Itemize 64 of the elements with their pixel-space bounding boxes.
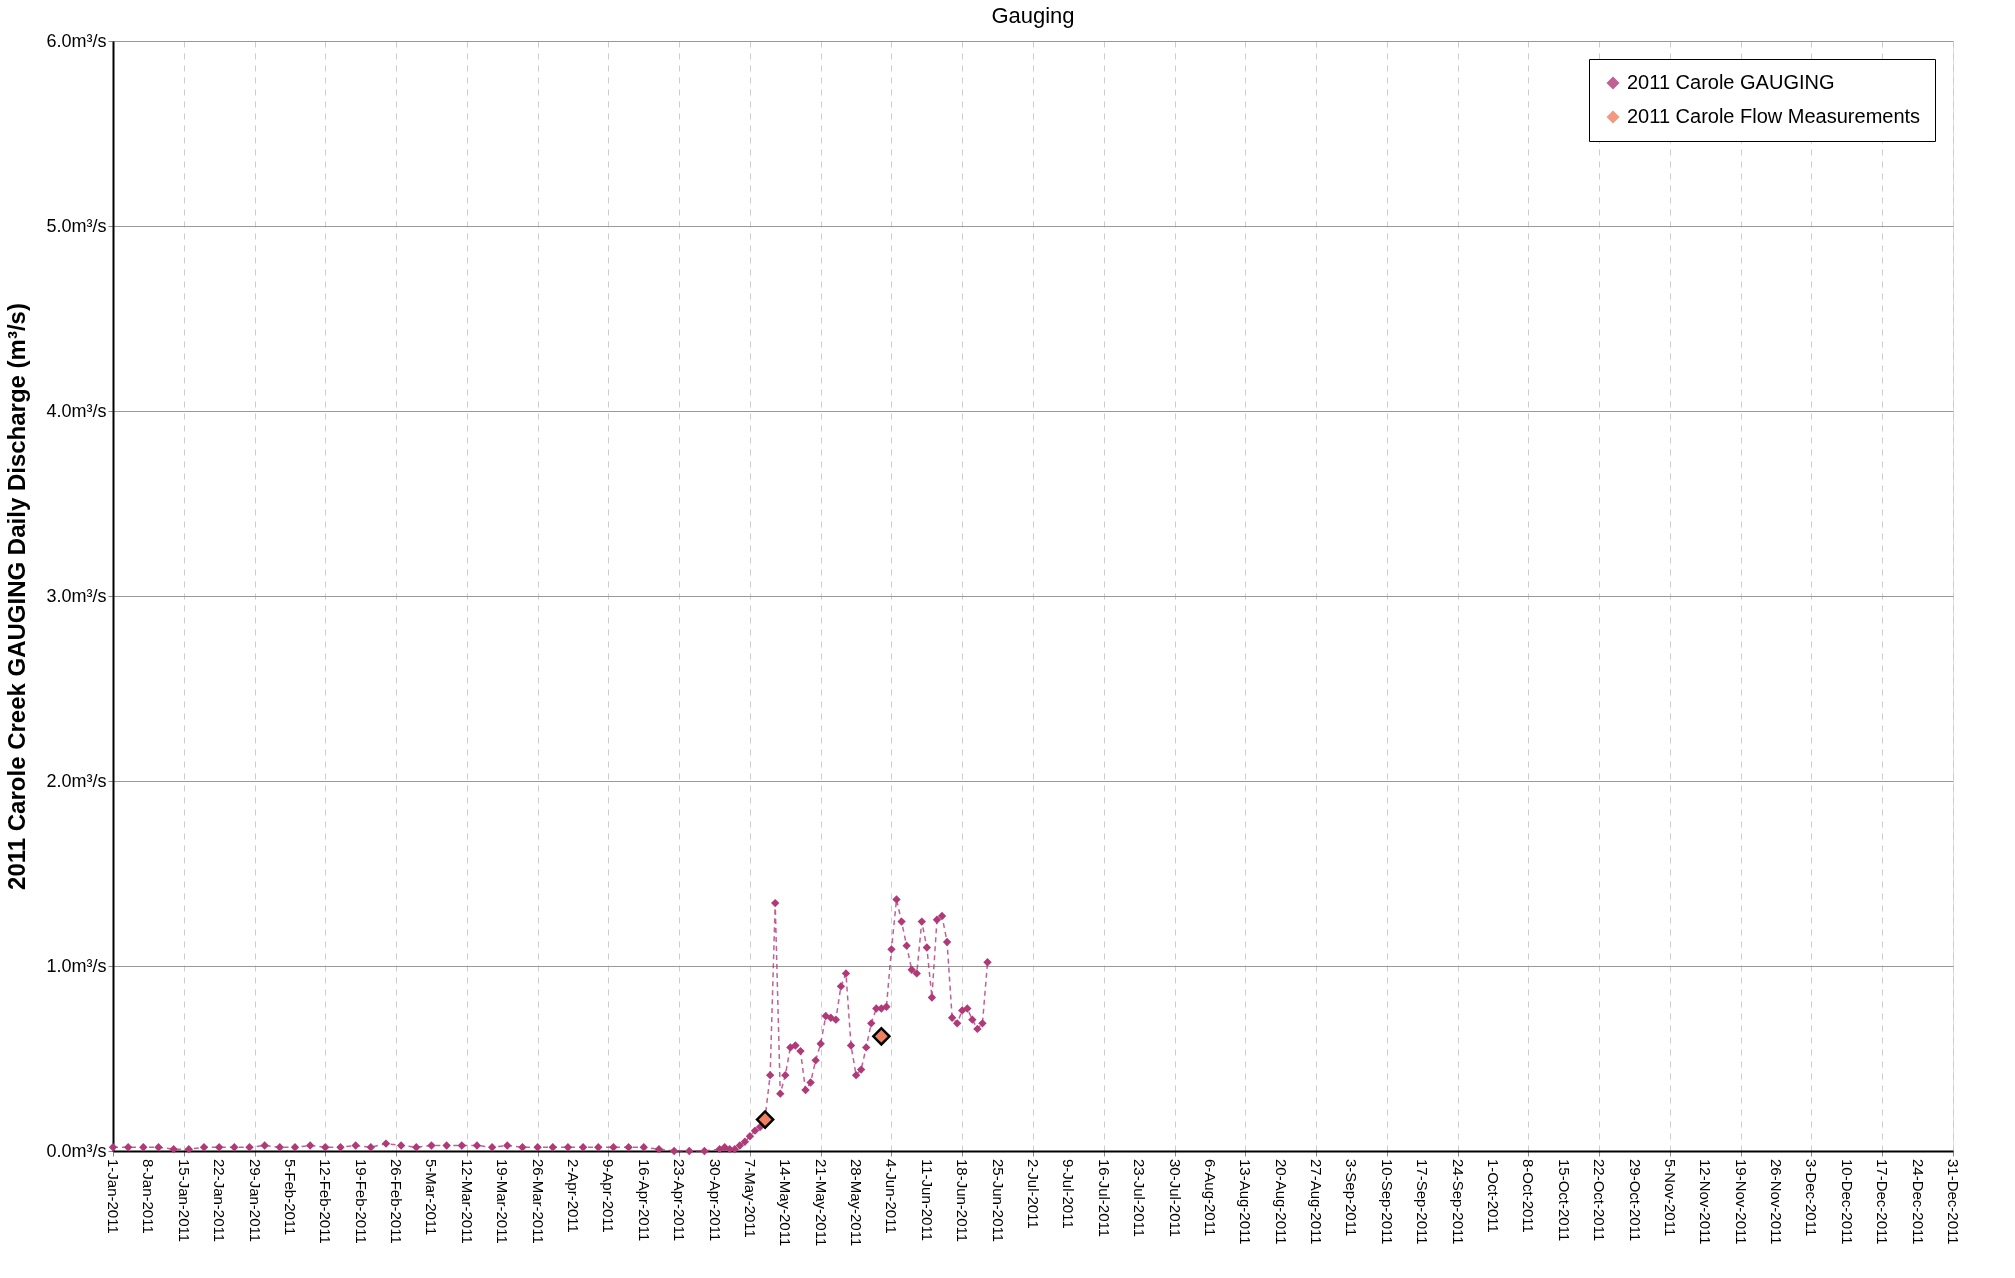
x-tick-label: 9-Apr-2011	[600, 1159, 618, 1233]
x-tick-label: 22-Jan-2011	[211, 1159, 229, 1243]
x-tick-label: 26-Feb-2011	[388, 1159, 406, 1244]
x-tick-label: 28-May-2011	[848, 1159, 866, 1247]
chart-title: Gauging	[991, 3, 1075, 28]
x-tick-label: 11-Jun-2011	[918, 1159, 936, 1242]
x-tick-label: 26-Mar-2011	[529, 1159, 547, 1244]
x-tick-label: 1-Oct-2011	[1485, 1159, 1502, 1233]
x-tick-label: 2-Apr-2011	[565, 1159, 582, 1233]
x-tick-label: 19-Feb-2011	[352, 1159, 370, 1244]
x-tick-label: 3-Dec-2011	[1803, 1159, 1821, 1237]
x-tick-label: 15-Oct-2011	[1555, 1159, 1573, 1242]
x-tick-label: 24-Sep-2011	[1449, 1159, 1467, 1245]
x-tick-label: 6-Aug-2011	[1201, 1159, 1219, 1237]
x-tick-label: 20-Aug-2011	[1272, 1159, 1290, 1245]
x-tick-label: 5-Mar-2011	[423, 1159, 441, 1236]
x-tick-label: 19-Mar-2011	[494, 1159, 512, 1244]
x-tick-label: 30-Jul-2011	[1166, 1159, 1184, 1238]
x-tick-label: 21-May-2011	[812, 1159, 830, 1247]
y-tick-label: 0.0m³/s	[46, 1140, 107, 1161]
x-tick-label: 5-Nov-2011	[1661, 1159, 1679, 1237]
x-tick-label: 14-May-2011	[777, 1159, 795, 1247]
x-tick-label: 24-Dec-2011	[1909, 1159, 1927, 1245]
y-tick-label: 4.0m³/s	[46, 400, 107, 421]
x-tick-label: 23-Apr-2011	[671, 1159, 689, 1242]
y-tick-label: 1.0m³/s	[46, 955, 107, 976]
y-tick-label: 3.0m³/s	[46, 585, 107, 606]
x-tick-label: 1-Jan-2011	[105, 1159, 122, 1234]
x-tick-label: 23-Jul-2011	[1131, 1159, 1149, 1238]
x-tick-label: 10-Dec-2011	[1838, 1159, 1856, 1245]
x-tick-label: 29-Oct-2011	[1626, 1159, 1644, 1242]
x-tick-label: 19-Nov-2011	[1732, 1159, 1750, 1245]
x-tick-label: 12-Feb-2011	[317, 1159, 335, 1244]
x-tick-label: 16-Jul-2011	[1095, 1159, 1113, 1238]
x-tick-label: 8-Jan-2011	[140, 1159, 158, 1234]
x-tick-label: 3-Sep-2011	[1343, 1159, 1361, 1237]
x-tick-label: 30-Apr-2011	[706, 1159, 724, 1242]
x-tick-label: 10-Sep-2011	[1378, 1159, 1396, 1245]
x-tick-label: 5-Feb-2011	[281, 1159, 299, 1236]
y-tick-label: 5.0m³/s	[46, 215, 107, 236]
x-tick-label: 22-Oct-2011	[1591, 1159, 1609, 1242]
x-tick-label: 29-Jan-2011	[246, 1159, 264, 1243]
x-tick-label: 31-Dec-2011	[1945, 1159, 1962, 1245]
x-tick-label: 25-Jun-2011	[989, 1159, 1007, 1243]
x-tick-label: 8-Oct-2011	[1520, 1159, 1538, 1233]
x-tick-label: 17-Sep-2011	[1414, 1159, 1432, 1245]
x-tick-label: 15-Jan-2011	[175, 1159, 193, 1243]
x-tick-label: 16-Apr-2011	[635, 1159, 653, 1242]
x-tick-label: 9-Jul-2011	[1060, 1159, 1078, 1229]
x-tick-label: 12-Nov-2011	[1697, 1159, 1715, 1245]
x-tick-label: 26-Nov-2011	[1768, 1159, 1786, 1245]
legend-label: 2011 Carole Flow Measurements	[1627, 105, 1921, 127]
x-tick-label: 13-Aug-2011	[1237, 1159, 1255, 1245]
x-tick-label: 12-Mar-2011	[458, 1159, 476, 1244]
y-axis-title: 2011 Carole Creek GAUGING Daily Discharge (m³/s)	[3, 303, 31, 890]
x-tick-label: 18-Jun-2011	[954, 1159, 972, 1243]
x-tick-label: 17-Dec-2011	[1874, 1159, 1892, 1245]
y-tick-label: 2.0m³/s	[46, 770, 107, 791]
x-tick-label: 4-Jun-2011	[883, 1159, 901, 1234]
x-tick-label: 27-Aug-2011	[1308, 1159, 1326, 1245]
x-tick-label: 2-Jul-2011	[1025, 1159, 1042, 1229]
legend-label: 2011 Carole GAUGING	[1627, 71, 1835, 93]
y-tick-label: 6.0m³/s	[46, 30, 107, 51]
x-tick-label: 7-May-2011	[741, 1159, 759, 1238]
